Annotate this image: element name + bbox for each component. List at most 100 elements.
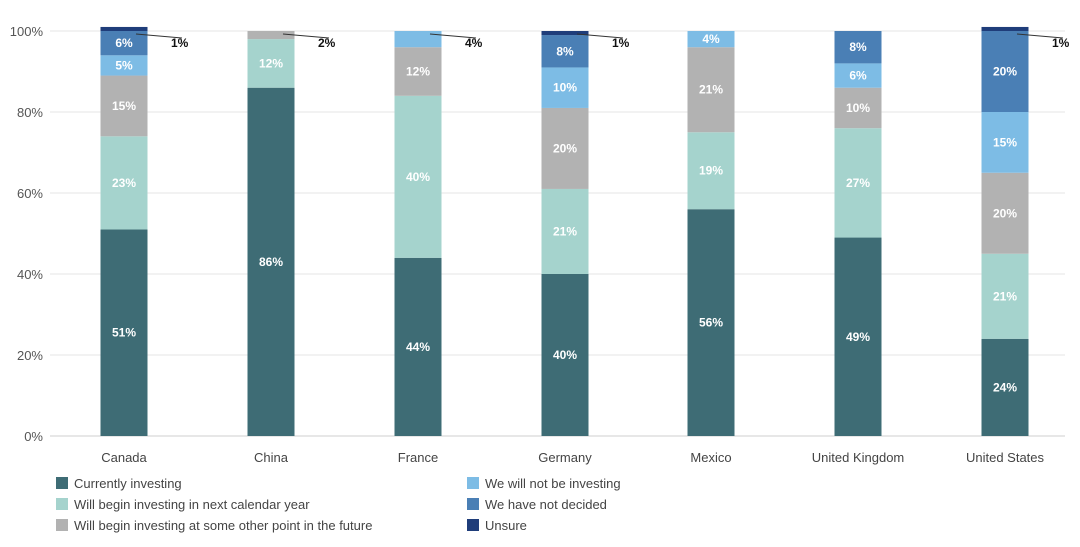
bar-segment (687, 31, 735, 48)
stacked-bar-chart: 0% 20% 40% 60% 80% 100% 51% 23% 15% 5% 6% Canada 86%… (10, 24, 1070, 465)
legend-swatch (467, 519, 479, 531)
bar-segment (541, 35, 589, 68)
callout-line (282, 33, 330, 39)
segment-label: 6% (849, 69, 867, 83)
segment-label: 23% (112, 176, 136, 190)
segment-label: 6% (115, 36, 133, 50)
legend-label: Will begin investing in next calendar ye… (74, 496, 310, 512)
legend-item: Will begin investing at some other point… (56, 516, 372, 534)
segment-label: 40% (553, 348, 577, 362)
segment-label: 12% (259, 56, 283, 70)
bar-segment (100, 75, 148, 137)
legend-swatch (56, 477, 68, 489)
bar-segment (247, 31, 295, 40)
bar-segment (981, 338, 1029, 436)
bar-segment (100, 136, 148, 230)
y-tick-label: 0% (24, 429, 43, 444)
category-label: United States (966, 450, 1045, 465)
bar-segment (981, 172, 1029, 254)
bar-segment (394, 31, 442, 48)
segment-label: 20% (553, 141, 577, 155)
legend-swatch (56, 519, 68, 531)
segment-label: 24% (993, 380, 1017, 394)
bar-segment (834, 63, 882, 88)
callout-label: 4% (465, 36, 483, 50)
callout-label: 2% (318, 36, 336, 50)
legend-item: Currently investing (56, 474, 182, 492)
bar-segment (394, 95, 442, 258)
bar-segment (981, 26, 1029, 31)
bar-segment (100, 229, 148, 436)
bar-segment (687, 209, 735, 436)
segment-label: 86% (259, 255, 283, 269)
y-tick-label: 40% (17, 267, 43, 282)
legend-label: Will begin investing at some other point… (74, 517, 373, 533)
bar-segment (834, 128, 882, 238)
legend-item: We have not decided (467, 495, 607, 513)
legend-item: Will begin investing in next calendar ye… (56, 495, 310, 513)
bar-segment (100, 26, 148, 31)
category-label: Mexico (690, 450, 731, 465)
legend-swatch (467, 477, 479, 489)
bar-segment (834, 237, 882, 436)
category-label: Canada (101, 450, 147, 465)
legend-label: Currently investing (74, 475, 182, 491)
legend-label: Unsure (485, 517, 527, 533)
bar-segment (394, 47, 442, 96)
segment-label: 27% (846, 176, 870, 190)
y-tick-label: 100% (10, 24, 44, 39)
segment-label: 40% (406, 170, 430, 184)
callout-label: 1% (612, 36, 630, 50)
segment-label: 10% (846, 101, 870, 115)
legend-label: We have not decided (485, 496, 607, 512)
segment-label: 10% (553, 81, 577, 95)
bar-segment (981, 253, 1029, 339)
bar-segment (100, 31, 148, 56)
callout-line (576, 33, 624, 39)
segment-label: 4% (702, 32, 720, 46)
bar-segment (687, 47, 735, 133)
y-tick-label: 20% (17, 348, 43, 363)
bar-segment (541, 274, 589, 436)
segment-label: 8% (849, 40, 867, 54)
callout-line (429, 33, 477, 39)
segment-label: 56% (699, 316, 723, 330)
segment-label: 20% (993, 65, 1017, 79)
category-label: United Kingdom (812, 450, 905, 465)
segment-label: 8% (556, 44, 574, 58)
segment-label: 21% (993, 289, 1017, 303)
segment-label: 20% (993, 206, 1017, 220)
bar-segment (981, 112, 1029, 173)
bar-segment (834, 87, 882, 129)
legend-item: We will not be investing (467, 474, 621, 492)
bar-segment (247, 39, 295, 88)
segment-label: 15% (112, 99, 136, 113)
bar-segment (394, 257, 442, 436)
segment-label: 21% (699, 83, 723, 97)
category-label: France (398, 450, 438, 465)
segment-label: 5% (115, 58, 133, 72)
bar-segment (541, 67, 589, 108)
bar-segment (981, 31, 1029, 112)
bar-segment (247, 87, 295, 436)
segment-label: 49% (846, 330, 870, 344)
legend-item: Unsure (467, 516, 527, 534)
callout-label: 1% (171, 36, 189, 50)
bar-segment (541, 188, 589, 274)
bar-segment (687, 132, 735, 210)
callout-line (1016, 33, 1064, 39)
bar-segment (100, 55, 148, 76)
y-tick-label: 60% (17, 186, 43, 201)
bar-segment (541, 107, 589, 189)
segment-label: 15% (993, 135, 1017, 149)
legend-swatch (467, 498, 479, 510)
legend-swatch (56, 498, 68, 510)
y-tick-label: 80% (17, 105, 43, 120)
segment-label: 19% (699, 164, 723, 178)
segment-label: 21% (553, 224, 577, 238)
legend: Currently investing Will begin investing … (56, 474, 1056, 540)
callout-line (135, 33, 183, 39)
legend-label: We will not be investing (485, 475, 621, 491)
callout-label: 1% (1052, 36, 1070, 50)
segment-label: 44% (406, 340, 430, 354)
